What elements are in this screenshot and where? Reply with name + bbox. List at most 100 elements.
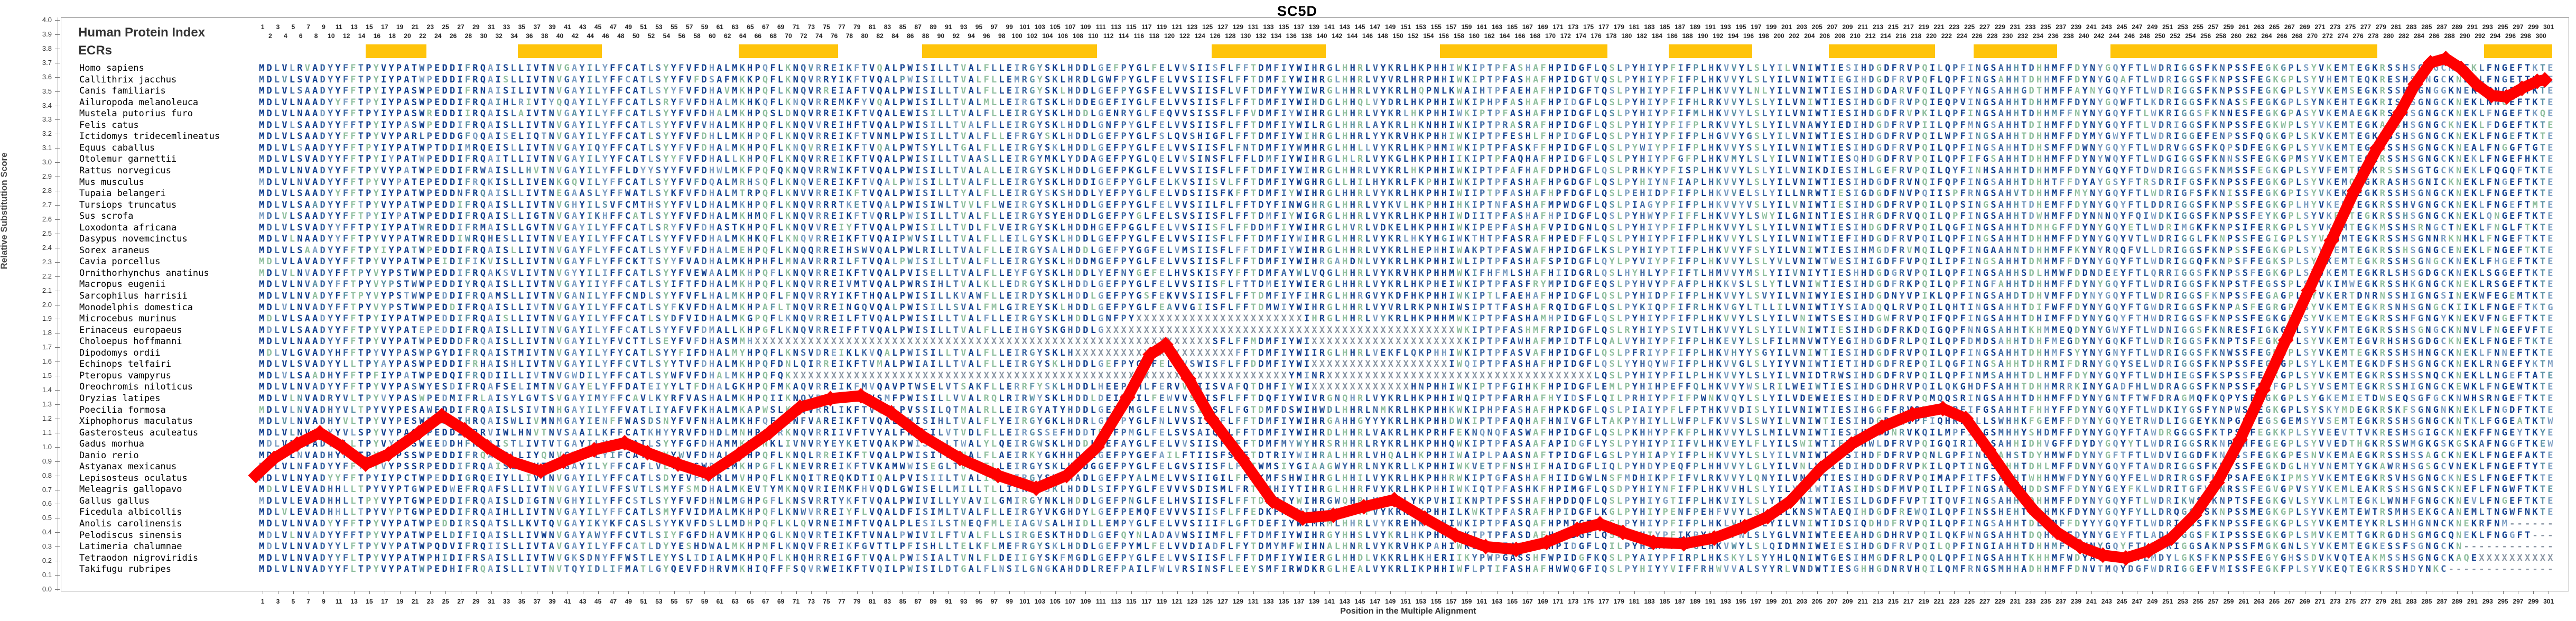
top-position-number: 39	[548, 23, 556, 31]
y-tick-label: 2.0	[42, 300, 52, 309]
alignment-row: MDLVLAVADYYFFTPYVYPATWPEIDIFIKVISLLIVTNV…	[259, 256, 2555, 267]
alignment-row: MDLVLNVADYYVLSPYVYPASWPEDDIFRRVIWLHNVTNV…	[259, 427, 2555, 438]
bottom-position-number: 33	[503, 598, 510, 605]
top-position-number: 112	[1103, 32, 1114, 40]
x-tick	[2396, 591, 2397, 594]
ecrs-label: ECRs	[78, 43, 113, 58]
bottom-position-number: 41	[564, 598, 571, 605]
x-tick	[780, 591, 782, 594]
bottom-position-number: 259	[2223, 598, 2234, 605]
x-tick	[674, 591, 675, 594]
y-tick-label: 0.2	[42, 557, 52, 565]
species-name: Lepisosteus oculatus	[79, 472, 188, 484]
x-tick	[750, 591, 751, 594]
top-position-number: 103	[1034, 23, 1045, 31]
x-tick	[2320, 591, 2321, 594]
y-tick-label: 1.5	[42, 372, 52, 380]
bottom-position-number: 121	[1171, 598, 1183, 605]
top-position-number: 3	[276, 23, 280, 31]
alignment-row: MDLVLSAADYYFFTPYVYPARLPEDDGFQQAISELIQTNV…	[259, 131, 2555, 142]
y-tick-label: 3.9	[42, 30, 52, 38]
top-position-number: 156	[1438, 32, 1449, 40]
x-tick	[1710, 591, 1711, 594]
bottom-position-number: 197	[1751, 598, 1762, 605]
top-position-number: 15	[366, 23, 373, 31]
top-position-number: 109	[1080, 23, 1091, 31]
top-position-number: 28	[464, 32, 472, 40]
bottom-position-number: 169	[1537, 598, 1548, 605]
bottom-position-number: 227	[1979, 598, 1991, 605]
top-position-number: 252	[2170, 32, 2181, 40]
bottom-position-number: 179	[1613, 598, 1624, 605]
x-tick	[2122, 591, 2123, 594]
bottom-position-number: 275	[2345, 598, 2356, 605]
top-position-number: 16	[373, 32, 381, 40]
bottom-position-number: 217	[1903, 598, 1914, 605]
species-name: Ailuropoda melanoleuca	[79, 97, 199, 108]
top-position-number: 38	[541, 32, 548, 40]
bottom-position-number: 109	[1080, 598, 1091, 605]
top-position-number: 99	[1006, 23, 1013, 31]
top-position-number: 179	[1613, 23, 1624, 31]
top-position-number: 63	[731, 23, 739, 31]
top-position-number: 124	[1194, 32, 1205, 40]
top-position-number: 198	[1758, 32, 1769, 40]
species-name: Homo sapiens	[79, 63, 144, 73]
top-position-number: 213	[1873, 23, 1884, 31]
bottom-position-number: 193	[1720, 598, 1731, 605]
top-position-number: 50	[633, 32, 640, 40]
top-position-number: 121	[1171, 23, 1183, 31]
top-position-number: 184	[1651, 32, 1662, 40]
top-position-number: 285	[2421, 23, 2432, 31]
top-position-number: 90	[937, 32, 945, 40]
top-position-number: 283	[2406, 23, 2417, 31]
alignment-row: MDLVLNVADHYVLTPYVYPESWPEDDIHRQAISWLIVMNM…	[259, 416, 2555, 427]
top-position-number: 175	[1583, 23, 1594, 31]
bottom-position-number: 133	[1263, 598, 1274, 605]
bottom-position-number: 273	[2330, 598, 2341, 605]
ecr-bar	[922, 44, 1098, 58]
alignment-row: MDLVLNVADYFFTPYVYPSTWWPEDDIFRQAMSLLIVTNV…	[259, 291, 2555, 301]
alignment-row: MDLVLNAADYYFFTPYVYPATWPEDDDFRQAISLLIVTNV…	[259, 336, 2555, 347]
y-tick-label: 3.4	[42, 101, 52, 109]
bottom-position-number: 37	[533, 598, 541, 605]
species-name: Pteropus vampyrus	[79, 370, 171, 381]
bottom-position-number: 9	[322, 598, 326, 605]
top-position-number: 21	[411, 23, 419, 31]
ecr-bar	[2110, 44, 2377, 58]
top-position-number: 280	[2383, 32, 2394, 40]
bottom-position-number: 291	[2467, 598, 2478, 605]
bottom-position-number: 115	[1126, 598, 1137, 605]
top-position-number: 104	[1042, 32, 1053, 40]
top-position-number: 68	[769, 32, 777, 40]
bottom-position-number: 125	[1202, 598, 1213, 605]
bottom-position-number: 135	[1278, 598, 1289, 605]
y-tick-label: 0.5	[42, 514, 52, 522]
top-position-number: 58	[693, 32, 701, 40]
top-position-number: 240	[2078, 32, 2089, 40]
bottom-position-number: 53	[655, 598, 663, 605]
top-position-number: 291	[2467, 23, 2478, 31]
bottom-position-number: 79	[853, 598, 861, 605]
top-position-number: 139	[1309, 23, 1320, 31]
top-position-number: 93	[960, 23, 968, 31]
y-tick-label: 0.6	[42, 499, 52, 508]
bottom-position-number: 211	[1857, 598, 1868, 605]
x-tick	[826, 591, 827, 594]
bottom-position-number: 129	[1232, 598, 1243, 605]
bottom-position-number: 117	[1141, 598, 1152, 605]
top-position-number: 260	[2230, 32, 2242, 40]
bottom-position-number: 127	[1217, 598, 1229, 605]
top-position-number: 238	[2063, 32, 2074, 40]
top-position-number: 255	[2192, 23, 2203, 31]
species-name: Gallus gallus	[79, 495, 150, 506]
bottom-position-number: 85	[899, 598, 907, 605]
x-tick	[2350, 591, 2351, 594]
x-tick	[399, 591, 401, 594]
top-position-number: 72	[800, 32, 807, 40]
top-position-number: 189	[1690, 23, 1701, 31]
top-position-number: 193	[1720, 23, 1731, 31]
alignment-row: MDLVLSAADYYFFTPYIYPATWPTDDIMRQEISLLIVTNV…	[259, 142, 2555, 153]
x-tick	[1573, 591, 1574, 594]
top-position-number: 157	[1446, 23, 1457, 31]
